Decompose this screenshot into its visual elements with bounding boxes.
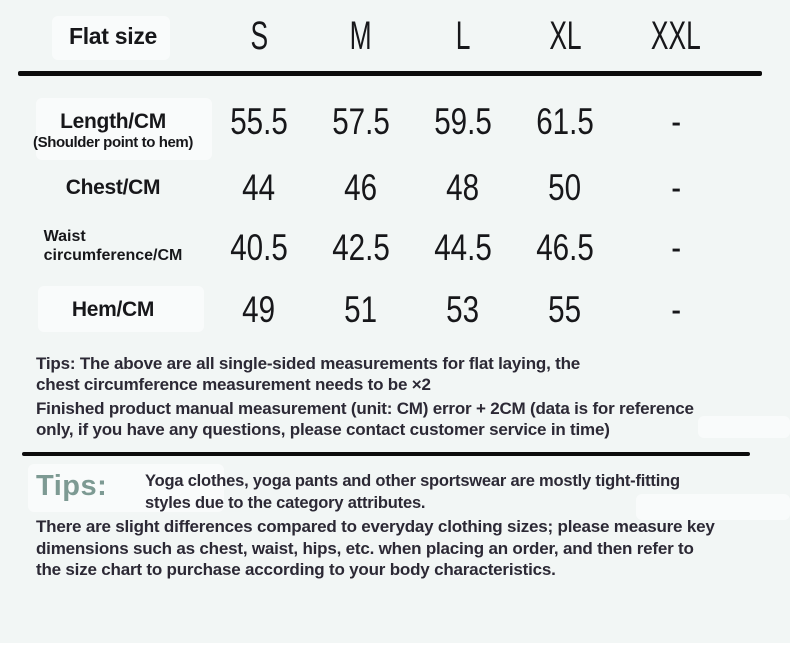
- category-tip-text: Yoga clothes, yoga pants and other sport…: [145, 470, 680, 514]
- row-label-chest: Chest/CM: [65, 175, 161, 199]
- row-label-waist-line1: Waist: [43, 228, 86, 245]
- note-line: chest circumference measurement needs to…: [36, 375, 431, 394]
- highlight-box: [28, 464, 224, 512]
- hem-value-m: 51: [344, 289, 378, 330]
- waist-value-xl: 46.5: [536, 227, 594, 268]
- header-divider-line: [18, 71, 762, 76]
- size-header-s: S: [250, 13, 268, 58]
- bottom-white-strip: [0, 643, 790, 657]
- table-row-chest: Chest/CM 44 46 48 50 -: [18, 164, 754, 211]
- note-line: Tips: The above are all single-sided mea…: [36, 354, 581, 373]
- size-header-m: M: [349, 13, 372, 58]
- table-row-hem: Hem/CM 49 51 53 55 -: [18, 285, 754, 335]
- sizing-advice-text: There are slight differences compared to…: [36, 516, 715, 581]
- sizing-advice-line: dimensions such as chest, waist, hips, e…: [36, 538, 694, 558]
- chest-value-s: 44: [242, 166, 276, 208]
- waist-value-s: 40.5: [230, 227, 288, 268]
- hem-value-s: 49: [242, 289, 276, 330]
- size-header-l: L: [455, 13, 471, 58]
- row-label-waist-line2: circumference/CM: [43, 247, 183, 264]
- size-header-xl: XL: [548, 13, 582, 58]
- waist-value-m: 42.5: [332, 227, 390, 268]
- note-line: Finished product manual measurement (uni…: [36, 399, 694, 418]
- highlight-box: [38, 286, 204, 332]
- highlight-box: [636, 494, 790, 520]
- sizing-advice-line: the size chart to purchase according to …: [36, 560, 556, 579]
- measurement-note-1: Tips: The above are all single-sided mea…: [36, 353, 580, 395]
- hem-value-l: 53: [446, 289, 480, 330]
- length-value-xl: 61.5: [536, 101, 594, 142]
- highlight-box: [36, 98, 212, 160]
- length-value-m: 57.5: [332, 101, 390, 142]
- sizing-advice-line: There are slight differences compared to…: [36, 517, 715, 536]
- chest-value-xl: 50: [548, 166, 582, 208]
- measurement-note-2: Finished product manual measurement (uni…: [36, 398, 694, 440]
- section-divider-line: [22, 452, 750, 456]
- category-tip-line: Yoga clothes, yoga pants and other sport…: [145, 472, 680, 490]
- waist-value-xxl: -: [671, 227, 681, 268]
- hem-value-xxl: -: [671, 289, 681, 330]
- length-value-s: 55.5: [230, 101, 288, 142]
- size-header-xxl: XXL: [651, 13, 701, 58]
- waist-value-l: 44.5: [434, 227, 492, 268]
- chest-value-l: 48: [446, 166, 480, 208]
- row-label-length: Length/CM: [60, 109, 166, 133]
- chest-value-xxl: -: [671, 166, 681, 208]
- table-corner-label: Flat size: [68, 22, 158, 49]
- size-table: Flat size S M L XL XXL Length/CM (Should…: [18, 0, 754, 335]
- tips-heading: Tips:: [36, 470, 108, 502]
- highlight-box: [52, 16, 170, 60]
- hem-value-xl: 55: [548, 289, 582, 330]
- category-tip-line: styles due to the category attributes.: [145, 494, 426, 512]
- length-value-l: 59.5: [434, 101, 492, 142]
- highlight-box: [698, 416, 790, 438]
- row-label-hem: Hem/CM: [71, 298, 155, 321]
- note-line: only, if you have any questions, please …: [36, 420, 610, 439]
- row-sublabel-length: (Shoulder point to hem): [33, 133, 193, 151]
- table-row-length: Length/CM (Shoulder point to hem) 55.5 5…: [18, 72, 754, 164]
- table-row-waist: Waist circumference/CM 40.5 42.5 44.5 46…: [18, 211, 754, 285]
- length-value-xxl: -: [671, 101, 681, 142]
- chest-value-m: 46: [344, 166, 378, 208]
- table-header-row: Flat size S M L XL XXL: [18, 0, 754, 72]
